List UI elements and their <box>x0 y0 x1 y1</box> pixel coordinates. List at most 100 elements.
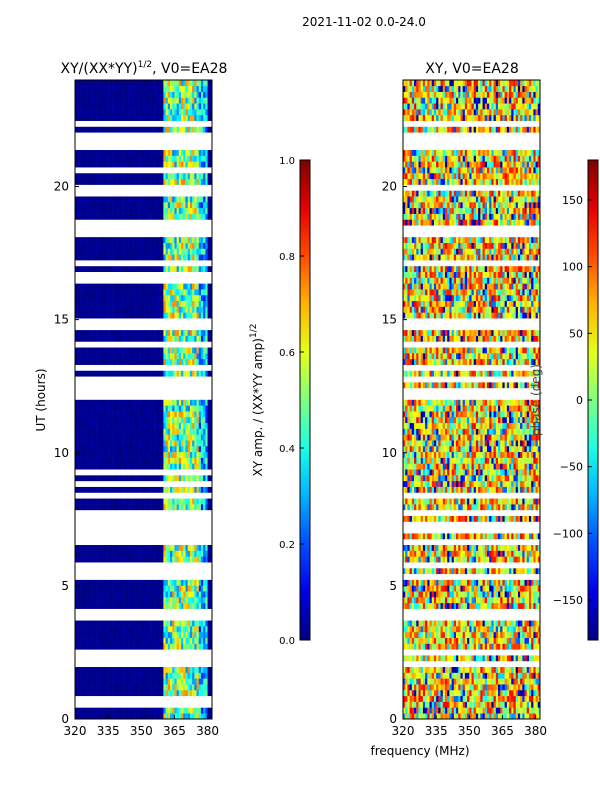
heatmap-cell <box>192 103 195 110</box>
heatmap-cell <box>167 579 171 586</box>
heatmap-cell <box>75 707 78 714</box>
heatmap-cell <box>86 707 89 714</box>
heatmap-cell <box>161 457 164 464</box>
heatmap-cell <box>90 684 93 691</box>
heatmap-cell <box>86 486 89 493</box>
heatmap-cell <box>200 97 204 104</box>
heatmap-cell <box>473 707 477 714</box>
heatmap-cell <box>139 335 142 342</box>
heatmap-cell <box>101 248 105 255</box>
heatmap-cell <box>141 149 144 156</box>
heatmap-cell <box>154 213 158 220</box>
heatmap-cell <box>200 684 204 691</box>
heatmap-cell <box>189 97 193 104</box>
heatmap-cell <box>198 196 202 203</box>
heatmap-cell <box>203 486 206 493</box>
heatmap-cell <box>200 370 204 377</box>
heatmap-cell <box>150 289 153 296</box>
heatmap-cell <box>165 643 169 650</box>
heatmap-cell <box>165 294 169 302</box>
gap-row <box>75 538 212 546</box>
heatmap-cell <box>97 300 100 307</box>
heatmap-cell <box>152 242 155 249</box>
heatmap-cell <box>205 689 208 697</box>
heatmap-cell <box>143 300 147 307</box>
heatmap-cell <box>187 114 191 121</box>
heatmap-cell <box>167 416 171 424</box>
heatmap-cell <box>420 713 424 720</box>
heatmap-cell <box>192 434 195 441</box>
heatmap-cell <box>504 684 508 691</box>
heatmap-cell <box>486 701 490 708</box>
heatmap-cell <box>136 109 140 116</box>
heatmap-cell <box>183 80 186 87</box>
heatmap-cell <box>79 91 82 98</box>
heatmap-cell <box>86 689 89 697</box>
heatmap-cell <box>152 666 155 673</box>
heatmap-cell <box>116 631 120 638</box>
heatmap-cell <box>451 695 455 702</box>
heatmap-cell <box>132 201 135 209</box>
heatmap-cell <box>178 103 182 110</box>
heatmap-cell <box>484 713 488 720</box>
heatmap-cell <box>194 207 197 214</box>
heatmap-cell <box>81 289 85 296</box>
colorbar-tick-label: 0.0 <box>279 636 295 647</box>
heatmap-cell <box>75 207 78 214</box>
heatmap-cell <box>79 283 82 290</box>
heatmap-cell <box>94 620 98 627</box>
heatmap-cell <box>205 405 208 412</box>
heatmap-cell <box>174 631 177 638</box>
heatmap-cell <box>150 161 153 168</box>
heatmap-cell <box>200 666 204 673</box>
heatmap-cell <box>478 689 481 697</box>
heatmap-cell <box>145 335 149 342</box>
heatmap-cell <box>103 451 107 458</box>
heatmap-cell <box>88 114 91 121</box>
heatmap-cell <box>205 178 208 185</box>
heatmap-cell <box>139 666 142 673</box>
heatmap-cell <box>136 236 140 243</box>
heatmap-cell <box>198 335 202 342</box>
heatmap-cell <box>75 556 78 563</box>
heatmap-cell <box>167 626 171 633</box>
heatmap-cell <box>83 196 87 203</box>
heatmap-cell <box>110 422 113 429</box>
heatmap-cell <box>167 434 171 441</box>
heatmap-cell <box>141 80 144 87</box>
heatmap-cell <box>77 300 80 307</box>
heatmap-cell <box>125 85 129 92</box>
heatmap-cell <box>77 602 80 609</box>
heatmap-cell <box>165 597 169 604</box>
heatmap-cell <box>97 544 100 551</box>
heatmap-cell <box>145 242 149 249</box>
heatmap-cell <box>112 428 116 435</box>
heatmap-cell <box>156 475 160 482</box>
heatmap-cell <box>176 283 180 290</box>
heatmap-cell <box>444 713 448 720</box>
heatmap-cell <box>147 550 151 557</box>
heatmap-cell <box>125 445 129 453</box>
heatmap-cell <box>183 114 186 121</box>
heatmap-cell <box>108 666 111 673</box>
heatmap-cell <box>116 103 120 110</box>
heatmap-cell <box>121 602 124 609</box>
heatmap-cell <box>139 498 142 505</box>
heatmap-cell <box>139 620 142 627</box>
heatmap-cell <box>161 637 164 644</box>
heatmap-cell <box>205 422 208 429</box>
heatmap-cell <box>198 114 202 121</box>
heatmap-cell <box>132 631 135 638</box>
heatmap-cell <box>198 242 202 249</box>
heatmap-cell <box>101 585 105 592</box>
heatmap-cell <box>154 440 158 447</box>
heatmap-cell <box>196 370 200 377</box>
heatmap-cell <box>187 358 191 365</box>
heatmap-cell <box>128 597 131 604</box>
heatmap-cell <box>163 312 166 319</box>
heatmap-cell <box>209 457 213 464</box>
heatmap-cell <box>194 370 197 377</box>
heatmap-cell <box>444 701 448 708</box>
heatmap-cell <box>121 265 124 272</box>
heatmap-cell <box>207 405 211 412</box>
